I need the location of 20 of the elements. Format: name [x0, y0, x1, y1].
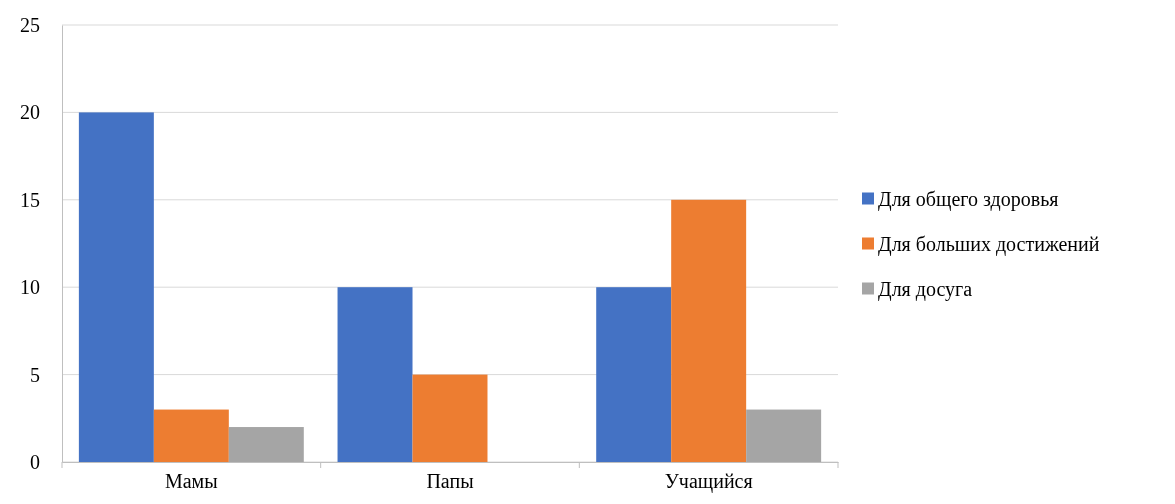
bar	[78, 112, 154, 462]
legend-label: Для больших достижений	[878, 232, 1100, 256]
y-tick-label: 0	[30, 450, 40, 473]
bar	[746, 409, 822, 462]
bar	[412, 374, 488, 462]
x-tick-label: Мамы	[164, 470, 218, 493]
bar	[596, 287, 672, 462]
x-tick-label: Учащийся	[664, 470, 753, 494]
bar	[153, 409, 229, 462]
bar	[671, 199, 747, 462]
y-tick-label: 15	[20, 188, 40, 211]
x-tick-label: Папы	[426, 470, 474, 493]
y-tick-label: 10	[20, 276, 40, 299]
bar	[337, 287, 413, 462]
y-tick-label: 5	[30, 363, 40, 386]
y-tick-label: 20	[20, 101, 40, 124]
legend-label: Для досуга	[878, 277, 973, 301]
y-tick-label: 25	[20, 13, 40, 36]
bar	[228, 427, 304, 462]
legend-label: Для общего здоровья	[878, 187, 1059, 211]
